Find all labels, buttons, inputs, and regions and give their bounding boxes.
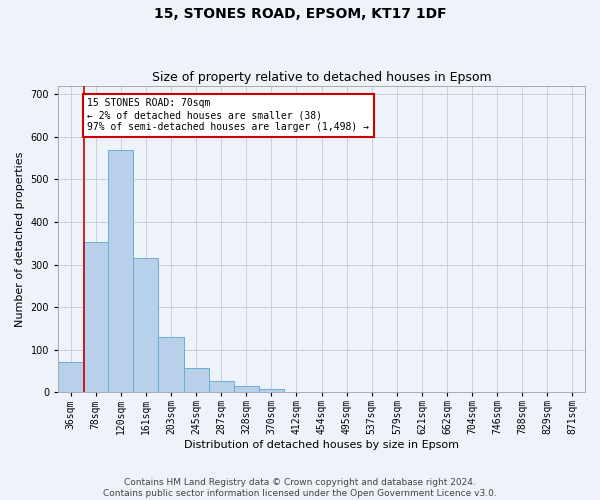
Bar <box>58 362 83 392</box>
Bar <box>108 150 133 392</box>
Bar <box>234 386 259 392</box>
Bar <box>83 242 108 392</box>
Title: Size of property relative to detached houses in Epsom: Size of property relative to detached ho… <box>152 72 491 85</box>
Bar <box>259 389 284 392</box>
Bar <box>209 381 234 392</box>
Y-axis label: Number of detached properties: Number of detached properties <box>15 152 25 326</box>
Bar <box>158 337 184 392</box>
X-axis label: Distribution of detached houses by size in Epsom: Distribution of detached houses by size … <box>184 440 459 450</box>
Bar <box>133 258 158 392</box>
Text: 15 STONES ROAD: 70sqm
← 2% of detached houses are smaller (38)
97% of semi-detac: 15 STONES ROAD: 70sqm ← 2% of detached h… <box>88 98 370 132</box>
Text: 15, STONES ROAD, EPSOM, KT17 1DF: 15, STONES ROAD, EPSOM, KT17 1DF <box>154 8 446 22</box>
Bar <box>184 368 209 392</box>
Text: Contains HM Land Registry data © Crown copyright and database right 2024.
Contai: Contains HM Land Registry data © Crown c… <box>103 478 497 498</box>
